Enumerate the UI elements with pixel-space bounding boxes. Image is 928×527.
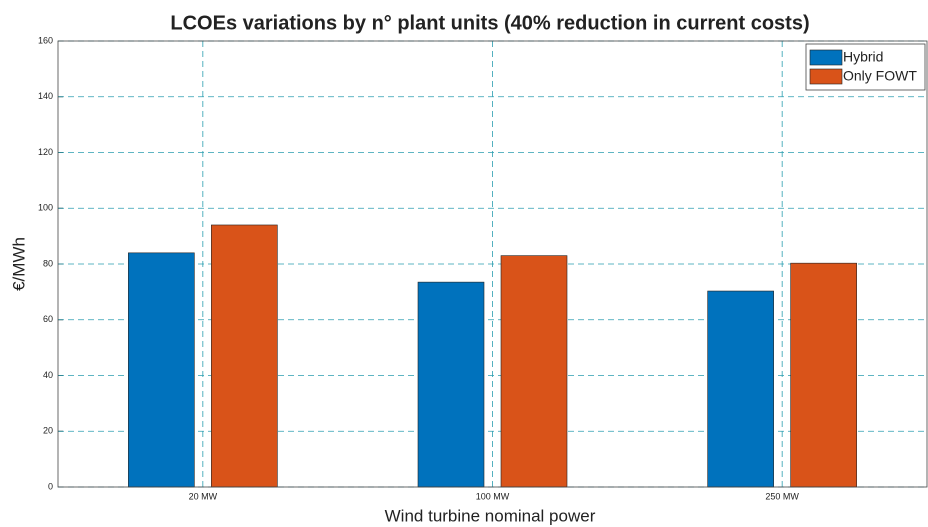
x-tick-label: 100 MW	[476, 491, 510, 501]
legend-label: Hybrid	[843, 49, 883, 65]
y-tick-label: 0	[48, 481, 53, 491]
bar	[417, 281, 485, 488]
y-tick-label: 160	[38, 35, 53, 45]
legend-label: Only FOWT	[843, 68, 917, 84]
chart-title: LCOEs variations by n° plant units (40% …	[170, 12, 809, 34]
y-tick-label: 60	[43, 314, 53, 324]
y-tick-label: 100	[38, 203, 53, 213]
bar	[790, 262, 857, 488]
bar	[211, 224, 278, 488]
legend-swatch	[809, 68, 843, 85]
y-tick-label: 80	[43, 258, 53, 268]
x-tick-label: 20 MW	[189, 491, 218, 501]
bar	[707, 290, 774, 488]
plot-frame	[57, 40, 928, 488]
y-tick-label: 140	[38, 91, 53, 101]
y-tick-label: 40	[43, 370, 53, 380]
x-tick-label: 250 MW	[765, 491, 799, 501]
bar	[500, 255, 568, 488]
x-axis-label: Wind turbine nominal power	[385, 506, 596, 525]
legend-swatch	[809, 49, 843, 66]
y-tick-label: 20	[43, 426, 53, 436]
bar	[128, 252, 195, 488]
y-tick-label: 120	[38, 147, 53, 157]
y-axis-label: €/MWh	[9, 237, 28, 291]
